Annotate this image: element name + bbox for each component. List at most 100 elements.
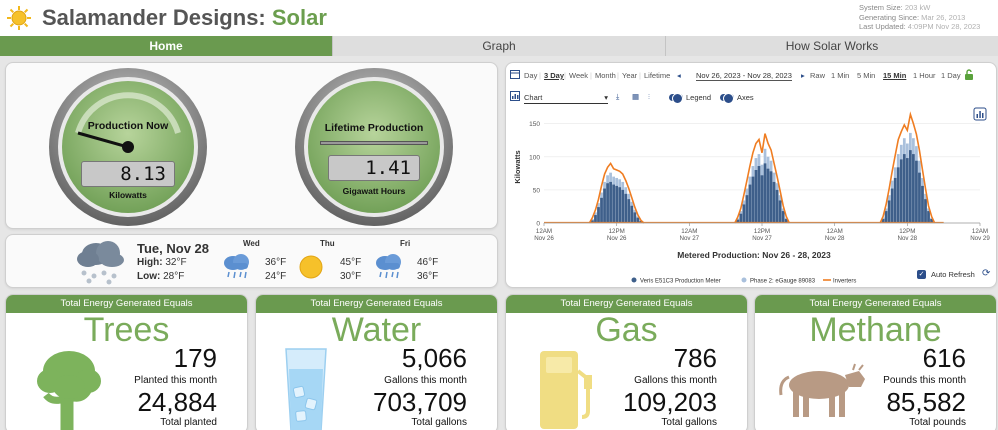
- veris-bar: [757, 166, 761, 223]
- y-tick-label: 50: [533, 187, 541, 194]
- production-now-gauge: Production Now 8.13 Kilowatts: [48, 67, 208, 227]
- card-total-label: Total pounds: [909, 417, 966, 428]
- x-tick-label: 12AM: [972, 228, 988, 235]
- rain-cloud-icon: [376, 254, 401, 279]
- interval-1day[interactable]: 1 Day: [941, 71, 961, 80]
- range-lifetime[interactable]: Lifetime: [644, 71, 671, 80]
- auto-refresh-checkbox[interactable]: ✓: [917, 270, 926, 279]
- veris-bar: [766, 168, 770, 223]
- next-range-icon[interactable]: ▸: [801, 71, 805, 80]
- forecast-fri-high: 46°F: [417, 257, 439, 268]
- generating-since-value: Mar 26, 2013: [921, 12, 966, 22]
- card-month-value: 5,066: [401, 343, 467, 373]
- x-tick-label: Nov 26: [607, 235, 627, 242]
- card-header: Total Energy Generated Equals: [256, 295, 497, 313]
- y-tick-label: 0: [536, 221, 540, 228]
- last-updated-label: Last Updated:: [859, 22, 906, 31]
- legend-toggle[interactable]: [669, 93, 683, 104]
- brand-main: Salamander Designs:: [42, 5, 266, 30]
- veris-bar: [912, 154, 915, 223]
- card-total-value: 109,203: [623, 387, 717, 417]
- veris-bar: [784, 219, 788, 223]
- veris-bar: [751, 176, 755, 223]
- chart-view-value: Chart: [524, 93, 543, 102]
- chart-view-select[interactable]: Chart ▾: [524, 93, 608, 104]
- range-day[interactable]: Day: [524, 71, 538, 80]
- calculator-icon[interactable]: ▦: [632, 92, 640, 101]
- veris-bar: [621, 189, 625, 223]
- veris-bar: [763, 163, 767, 223]
- interval-1hour[interactable]: 1 Hour: [913, 71, 936, 80]
- veris-bar: [769, 171, 773, 223]
- interval-15min[interactable]: 15 Min: [883, 71, 907, 80]
- lifetime-production-unit: Gigawatt Hours: [342, 186, 406, 196]
- system-size-value: 203 kW: [904, 3, 931, 12]
- range-week[interactable]: Week: [569, 71, 589, 80]
- card-header: Total Energy Generated Equals: [755, 295, 996, 313]
- weather-today-low: Low: 28°F: [137, 271, 184, 282]
- gas-pump-icon: [540, 351, 592, 429]
- weather-today-high: High: 32°F: [137, 257, 187, 268]
- chart-options-toolbar: Chart ▾ ⤓ ▦ ⫶ Legend Axes: [506, 91, 996, 107]
- card-total-value: 24,884: [137, 387, 217, 417]
- interval-1min[interactable]: 1 Min: [831, 71, 850, 80]
- range-year[interactable]: Year: [622, 71, 638, 80]
- card-total-label: Total planted: [160, 417, 217, 428]
- calendar-icon[interactable]: [510, 69, 520, 79]
- forecast-thu-low: 30°F: [340, 271, 362, 282]
- axes-toggle[interactable]: [720, 93, 734, 104]
- veris-bar: [754, 170, 758, 223]
- settings-sliders-icon[interactable]: ⫶: [648, 92, 650, 101]
- header: Salamander Designs: Solar System Size: 2…: [0, 0, 998, 36]
- unlock-icon[interactable]: [964, 69, 974, 80]
- chart-title: Metered Production: Nov 26 - 28, 2023: [677, 250, 831, 260]
- snow-cloud-icon: [77, 241, 124, 285]
- download-icon[interactable]: ⤓: [616, 92, 620, 101]
- x-tick-label: Nov 27: [680, 235, 700, 242]
- card-title: Methane: [809, 311, 942, 349]
- veris-bar: [908, 150, 912, 223]
- veris-bar: [630, 205, 634, 223]
- x-tick-label: 12PM: [899, 228, 915, 235]
- refresh-icon[interactable]: ⟳: [982, 268, 991, 279]
- veris-bar: [772, 181, 776, 223]
- production-now-value: 8.13: [81, 161, 175, 187]
- card-title: Trees: [83, 311, 170, 349]
- range-3day[interactable]: 3 Day: [544, 71, 565, 80]
- range-month[interactable]: Month: [595, 71, 616, 80]
- tab-how-solar-works[interactable]: How Solar Works: [666, 36, 998, 56]
- card-month-label: Gallons this month: [384, 375, 467, 386]
- interval-raw[interactable]: Raw: [810, 71, 826, 80]
- low-value: 28°F: [163, 271, 185, 282]
- date-range-picker[interactable]: Nov 26, 2023 - Nov 28, 2023: [696, 71, 792, 81]
- gas-card: Total Energy Generated Equals Gas 786 Ga…: [505, 294, 748, 430]
- legend-label: Inverters: [833, 279, 856, 285]
- card-total-value: 703,709: [373, 387, 467, 417]
- card-month-label: Planted this month: [134, 375, 217, 386]
- tab-home[interactable]: Home: [0, 36, 333, 56]
- water-glass-icon: [285, 348, 327, 430]
- veris-bar: [739, 213, 743, 223]
- methane-card: Total Energy Generated Equals Methane 61…: [754, 294, 997, 430]
- interval-5min[interactable]: 5 Min: [857, 71, 876, 80]
- forecast-day-wed: Wed: [243, 239, 260, 248]
- production-now-title: Production Now: [87, 120, 169, 132]
- lifetime-production-title: Lifetime Production: [324, 122, 424, 134]
- tab-graph[interactable]: Graph: [333, 36, 666, 56]
- chart-export-icon[interactable]: [973, 107, 987, 121]
- y-tick-label: 150: [529, 121, 540, 128]
- lifetime-production-gauge: Lifetime Production 1.41 Gigawatt Hours: [294, 67, 454, 227]
- legend-label: Veris E51C3 Production Meter: [640, 279, 721, 285]
- tree-icon: [37, 351, 101, 430]
- prev-range-icon[interactable]: ◂: [677, 71, 681, 80]
- legend-toggle-label: Legend: [686, 93, 712, 102]
- axes-toggle-label: Axes: [737, 93, 754, 102]
- sun-icon: [7, 6, 31, 30]
- veris-bar: [591, 220, 594, 223]
- forecast-wed-low: 24°F: [265, 271, 287, 282]
- veris-bar: [905, 158, 909, 223]
- chart-type-icon[interactable]: [510, 91, 520, 101]
- card-header: Total Energy Generated Equals: [506, 295, 747, 313]
- veris-bar: [606, 183, 609, 223]
